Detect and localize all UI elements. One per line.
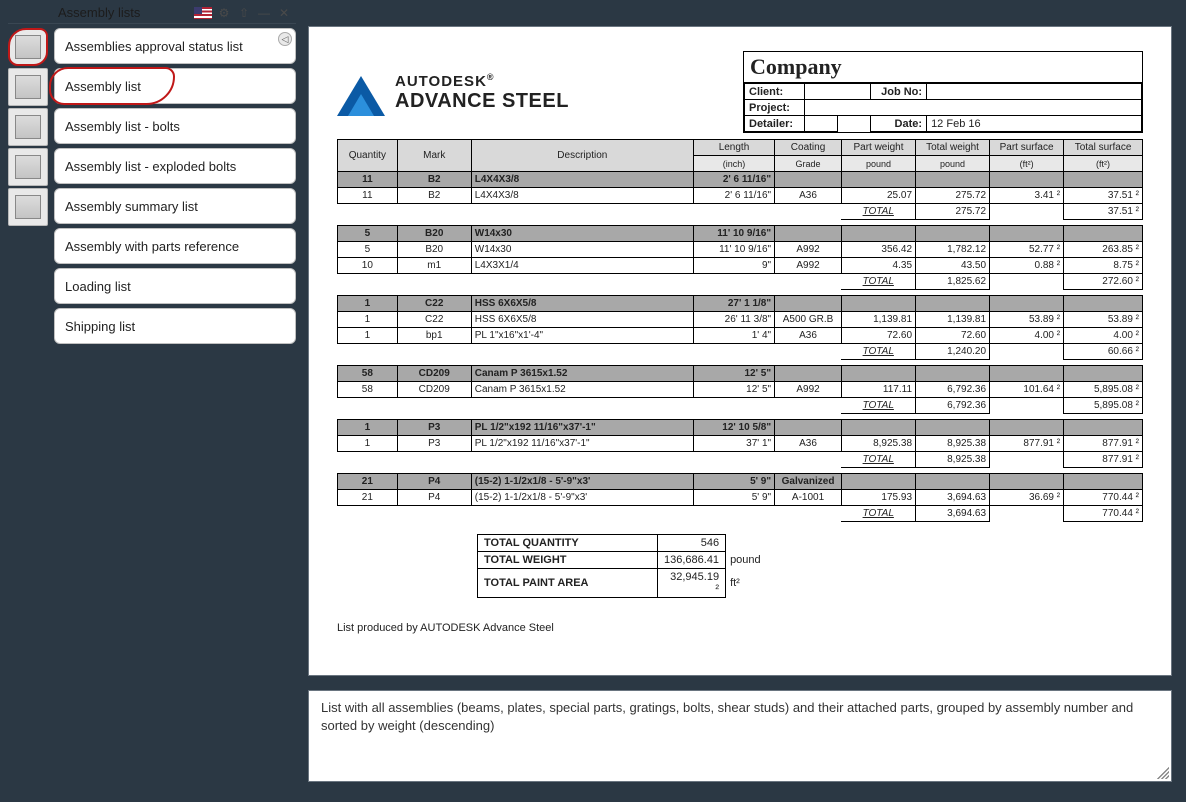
table-row: 1P3PL 1/2"x192 11/16"x37'-1"37' 1"A368,9… bbox=[338, 436, 1143, 452]
table-row: 5B20W14x3011' 10 9/16"A992356.421,782.12… bbox=[338, 242, 1143, 258]
group-total: TOTAL1,240.2060.66 ² bbox=[338, 344, 1143, 360]
logo-line2: ADVANCE STEEL bbox=[395, 90, 569, 113]
gear-icon[interactable]: ⚙ bbox=[216, 5, 232, 21]
logo-line1: AUTODESK bbox=[395, 73, 487, 90]
panel-title: Assembly lists bbox=[12, 5, 194, 20]
description-box: List with all assemblies (beams, plates,… bbox=[308, 690, 1172, 782]
sum-wt-unit: pound bbox=[726, 552, 768, 569]
group-total: TOTAL3,694.63770.44 ² bbox=[338, 506, 1143, 522]
company-info-box: Company Client: Job No: Project: Detaile… bbox=[743, 51, 1143, 133]
col-ps: Part surface bbox=[990, 140, 1064, 156]
panel-titlebar: Assembly lists ⚙ ⇧ — ✕ bbox=[8, 2, 296, 24]
sum-qty-val: 546 bbox=[658, 535, 726, 552]
col-length-u: (inch) bbox=[693, 156, 774, 172]
tool-btn-2[interactable] bbox=[8, 108, 48, 146]
table-row: 11B2L4X4X3/82' 6 11/16"A3625.07275.723.4… bbox=[338, 188, 1143, 204]
sum-qty-lab: TOTAL QUANTITY bbox=[478, 535, 658, 552]
list-item-6[interactable]: Loading list bbox=[54, 268, 296, 304]
list-item-5[interactable]: Assembly with parts reference bbox=[54, 228, 296, 264]
collapse-icon[interactable]: ◁ bbox=[278, 32, 292, 46]
col-ts: Total surface bbox=[1064, 140, 1143, 156]
tool-btn-3[interactable] bbox=[8, 148, 48, 186]
col-ts-u: (ft²) bbox=[1064, 156, 1143, 172]
company-title: Company bbox=[744, 52, 1142, 83]
group-header: 5B20W14x3011' 10 9/16" bbox=[338, 226, 1143, 242]
group-header: 21P4(15-2) 1-1/2x1/8 - 5'-9"x3'5' 9"Galv… bbox=[338, 474, 1143, 490]
table-row: 1C22HSS 6X6X5/826' 11 3/8"A500 GR.B1,139… bbox=[338, 312, 1143, 328]
detailer-label: Detailer: bbox=[745, 116, 805, 132]
close-icon[interactable]: ✕ bbox=[276, 5, 292, 21]
project-label: Project: bbox=[745, 100, 805, 116]
tool-btn-0[interactable] bbox=[8, 28, 48, 66]
list-item-3[interactable]: Assembly list - exploded bolts bbox=[54, 148, 296, 184]
minimize-icon[interactable]: — bbox=[256, 5, 272, 21]
table-row: 58CD209Canam P 3615x1.5212' 5"A992117.11… bbox=[338, 382, 1143, 398]
col-length: Length bbox=[693, 140, 774, 156]
col-mark: Mark bbox=[397, 140, 471, 172]
list-item-4[interactable]: Assembly summary list bbox=[54, 188, 296, 224]
col-coat: Coating bbox=[775, 140, 842, 156]
date-value: 12 Feb 16 bbox=[927, 116, 1142, 132]
list-item-2[interactable]: Assembly list - bolts bbox=[54, 108, 296, 144]
list-item-1[interactable]: Assembly list bbox=[54, 68, 296, 104]
col-tw: Total weight bbox=[916, 140, 990, 156]
sum-pa-unit: ft² bbox=[726, 569, 768, 598]
group-header: 58CD209Canam P 3615x1.5212' 5" bbox=[338, 366, 1143, 382]
logo-block: AUTODESK® ADVANCE STEEL bbox=[337, 51, 569, 133]
client-value bbox=[805, 84, 871, 100]
flag-icon[interactable] bbox=[194, 7, 212, 19]
group-header: 1C22HSS 6X6X5/827' 1 1/8" bbox=[338, 296, 1143, 312]
sum-pa-lab: TOTAL PAINT AREA bbox=[478, 569, 658, 598]
sum-pa-val: 32,945.19 ² bbox=[658, 569, 726, 598]
group-total: TOTAL275.7237.51 ² bbox=[338, 204, 1143, 220]
col-qty: Quantity bbox=[338, 140, 398, 172]
col-desc: Description bbox=[471, 140, 693, 172]
list-item-7[interactable]: Shipping list bbox=[54, 308, 296, 344]
group-total: TOTAL6,792.365,895.08 ² bbox=[338, 398, 1143, 414]
logo-icon bbox=[337, 68, 385, 116]
table-row: 10m1L4X3X1/49"A9924.3543.500.88 ²8.75 ² bbox=[338, 258, 1143, 274]
jobno-label: Job No: bbox=[871, 84, 927, 100]
sum-wt-lab: TOTAL WEIGHT bbox=[478, 552, 658, 569]
assembly-lists-panel: Assembly lists ⚙ ⇧ — ✕ ◁ Assemblies appr… bbox=[8, 2, 296, 348]
col-ps-u: (ft²) bbox=[990, 156, 1064, 172]
table-row: 1bp1PL 1"x16"x1'-4"1' 4"A3672.6072.604.0… bbox=[338, 328, 1143, 344]
sum-wt-val: 136,686.41 bbox=[658, 552, 726, 569]
summary-table: TOTAL QUANTITY546 TOTAL WEIGHT136,686.41… bbox=[477, 534, 768, 598]
col-pw: Part weight bbox=[841, 140, 915, 156]
report-table: Quantity Mark Description Length Coating… bbox=[337, 139, 1143, 522]
resize-grip-icon[interactable] bbox=[1157, 767, 1169, 779]
tool-btn-4[interactable] bbox=[8, 188, 48, 226]
jobno-value bbox=[927, 84, 1142, 100]
col-coat-u: Grade bbox=[775, 156, 842, 172]
description-text: List with all assemblies (beams, plates,… bbox=[321, 700, 1133, 733]
group-total: TOTAL8,925.38877.91 ² bbox=[338, 452, 1143, 468]
client-label: Client: bbox=[745, 84, 805, 100]
group-header: 1P3PL 1/2"x192 11/16"x37'-1"12' 10 5/8" bbox=[338, 420, 1143, 436]
col-pw-u: pound bbox=[841, 156, 915, 172]
detailer-value bbox=[805, 116, 838, 132]
project-value bbox=[805, 100, 1142, 116]
table-row: 21P4(15-2) 1-1/2x1/8 - 5'-9"x3'5' 9"A-10… bbox=[338, 490, 1143, 506]
tool-btn-1[interactable] bbox=[8, 68, 48, 106]
footer-line: List produced by AUTODESK Advance Steel bbox=[337, 622, 1143, 634]
col-tw-u: pound bbox=[916, 156, 990, 172]
date-label: Date: bbox=[871, 116, 927, 132]
group-header: 11B2L4X4X3/82' 6 11/16" bbox=[338, 172, 1143, 188]
pin-icon[interactable]: ⇧ bbox=[236, 5, 252, 21]
group-total: TOTAL1,825.62272.60 ² bbox=[338, 274, 1143, 290]
list-item-0[interactable]: Assemblies approval status list bbox=[54, 28, 296, 64]
report-preview: AUTODESK® ADVANCE STEEL Company Client: … bbox=[308, 26, 1172, 676]
tool-rail bbox=[8, 28, 48, 348]
